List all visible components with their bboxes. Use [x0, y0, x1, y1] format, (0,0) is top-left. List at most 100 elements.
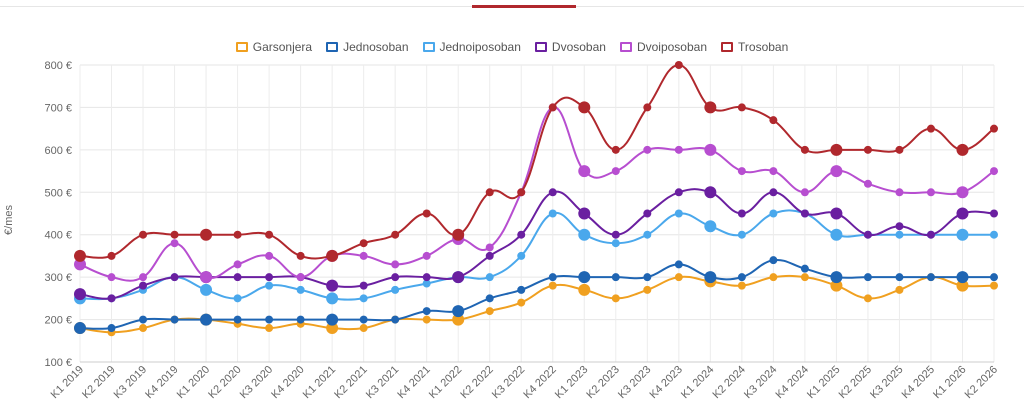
data-point-dvosoban: [990, 209, 998, 218]
data-point-dvoiposoban: [643, 145, 652, 154]
y-tick-label: 600 €: [44, 145, 72, 157]
data-point-dvosoban: [326, 279, 339, 292]
data-point-jednosoban: [517, 285, 526, 294]
x-tick-label: K4 2022: [521, 364, 558, 401]
series-jednoiposoban: [74, 209, 998, 305]
x-tick-label: K2 2024: [711, 364, 748, 401]
x-tick-label: K4 2021: [395, 364, 432, 401]
legend-item-jednosoban[interactable]: Jednosoban: [326, 40, 409, 54]
series-dvoiposoban: [74, 103, 998, 284]
data-point-dvosoban: [674, 188, 683, 197]
data-point-dvoiposoban: [611, 167, 620, 176]
data-point-jednosoban: [990, 273, 998, 282]
data-point-jednoiposoban: [485, 273, 494, 282]
data-point-trosoban: [170, 230, 179, 239]
data-point-jednosoban: [769, 256, 778, 265]
x-tick-label: K2 2025: [837, 364, 874, 401]
data-point-jednosoban: [800, 264, 809, 273]
legend-swatch: [619, 42, 632, 52]
data-point-dvoiposoban: [107, 273, 116, 282]
data-point-dvoiposoban: [359, 251, 368, 260]
x-tick-label: K2 2020: [206, 364, 243, 401]
data-point-dvosoban: [611, 230, 620, 239]
data-point-dvosoban: [107, 294, 116, 303]
data-point-dvosoban: [485, 251, 494, 260]
data-point-garsonjera: [139, 324, 148, 333]
legend-label: Dvosoban: [551, 40, 606, 54]
data-point-jednoiposoban: [830, 228, 843, 241]
data-point-jednoiposoban: [643, 230, 652, 239]
data-point-trosoban: [107, 251, 116, 260]
data-point-jednoiposoban: [359, 294, 368, 303]
data-point-dvoiposoban: [265, 251, 274, 260]
data-point-dvosoban: [895, 222, 904, 231]
data-point-dvoiposoban: [769, 167, 778, 176]
legend-item-jednoiposoban[interactable]: Jednoiposoban: [422, 40, 521, 54]
data-point-trosoban: [139, 230, 148, 239]
data-point-garsonjera: [611, 294, 620, 303]
x-tick-label: K2 2019: [80, 364, 117, 401]
data-point-jednosoban: [170, 315, 179, 324]
legend-swatch: [235, 42, 248, 52]
data-point-dvosoban: [548, 188, 557, 197]
x-tick-label: K3 2023: [616, 364, 653, 401]
data-point-dvoiposoban: [704, 143, 717, 156]
data-point-dvoiposoban: [139, 273, 148, 282]
data-point-garsonjera: [830, 279, 843, 292]
data-point-trosoban: [956, 143, 969, 156]
series-jednosoban: [74, 256, 998, 335]
data-point-jednoiposoban: [233, 294, 242, 303]
x-tick-label: K1 2022: [427, 364, 464, 401]
data-point-garsonjera: [895, 285, 904, 294]
x-tick-label: K4 2020: [269, 364, 306, 401]
legend-label: Trosoban: [738, 40, 789, 54]
y-tick-label: 300 €: [44, 272, 72, 284]
data-point-dvoiposoban: [74, 258, 86, 271]
x-tick-label: K2 2021: [332, 364, 369, 401]
data-point-dvosoban: [391, 273, 400, 282]
legend-swatch: [326, 42, 339, 52]
data-point-jednosoban: [326, 313, 339, 326]
data-point-garsonjera: [737, 281, 746, 290]
data-point-trosoban: [926, 124, 935, 133]
data-point-jednoiposoban: [895, 230, 904, 239]
x-tick-label: K2 2022: [458, 364, 495, 401]
x-tick-label: K1 2020: [175, 364, 212, 401]
data-point-jednosoban: [643, 273, 652, 282]
data-point-garsonjera: [956, 279, 969, 292]
data-point-trosoban: [830, 143, 843, 156]
data-point-dvoiposoban: [170, 239, 179, 248]
data-point-jednoiposoban: [737, 230, 746, 239]
legend-item-garsonjera[interactable]: Garsonjera: [235, 40, 312, 54]
data-point-jednoiposoban: [296, 285, 305, 294]
data-point-jednoiposoban: [265, 281, 274, 290]
data-point-trosoban: [990, 124, 998, 133]
data-point-trosoban: [737, 103, 746, 112]
data-point-garsonjera: [359, 324, 368, 333]
x-tick-label: K1 2023: [553, 364, 590, 401]
data-point-dvosoban: [830, 207, 843, 220]
data-point-jednoiposoban: [578, 228, 591, 241]
data-point-trosoban: [611, 145, 620, 154]
data-point-garsonjera: [769, 273, 778, 282]
data-point-dvoiposoban: [578, 165, 591, 178]
data-point-trosoban: [769, 116, 778, 125]
data-point-dvosoban: [800, 209, 809, 218]
x-tick-label: K1 2026: [931, 364, 968, 401]
x-tick-label: K2 2023: [584, 364, 621, 401]
data-point-garsonjera: [863, 294, 872, 303]
legend-item-dvoiposoban[interactable]: Dvoiposoban: [619, 40, 707, 54]
legend-item-trosoban[interactable]: Trosoban: [721, 40, 788, 54]
data-point-trosoban: [578, 101, 591, 114]
legend-item-dvosoban[interactable]: Dvosoban: [534, 40, 606, 54]
data-point-garsonjera: [643, 285, 652, 294]
y-tick-label: 500 €: [44, 187, 72, 199]
data-point-garsonjera: [265, 324, 274, 333]
data-point-jednosoban: [452, 305, 465, 318]
legend-swatch: [534, 42, 547, 52]
data-point-trosoban: [485, 188, 494, 197]
data-point-dvoiposoban: [990, 167, 998, 176]
x-tick-label: K1 2021: [301, 364, 338, 401]
data-point-trosoban: [359, 239, 368, 248]
